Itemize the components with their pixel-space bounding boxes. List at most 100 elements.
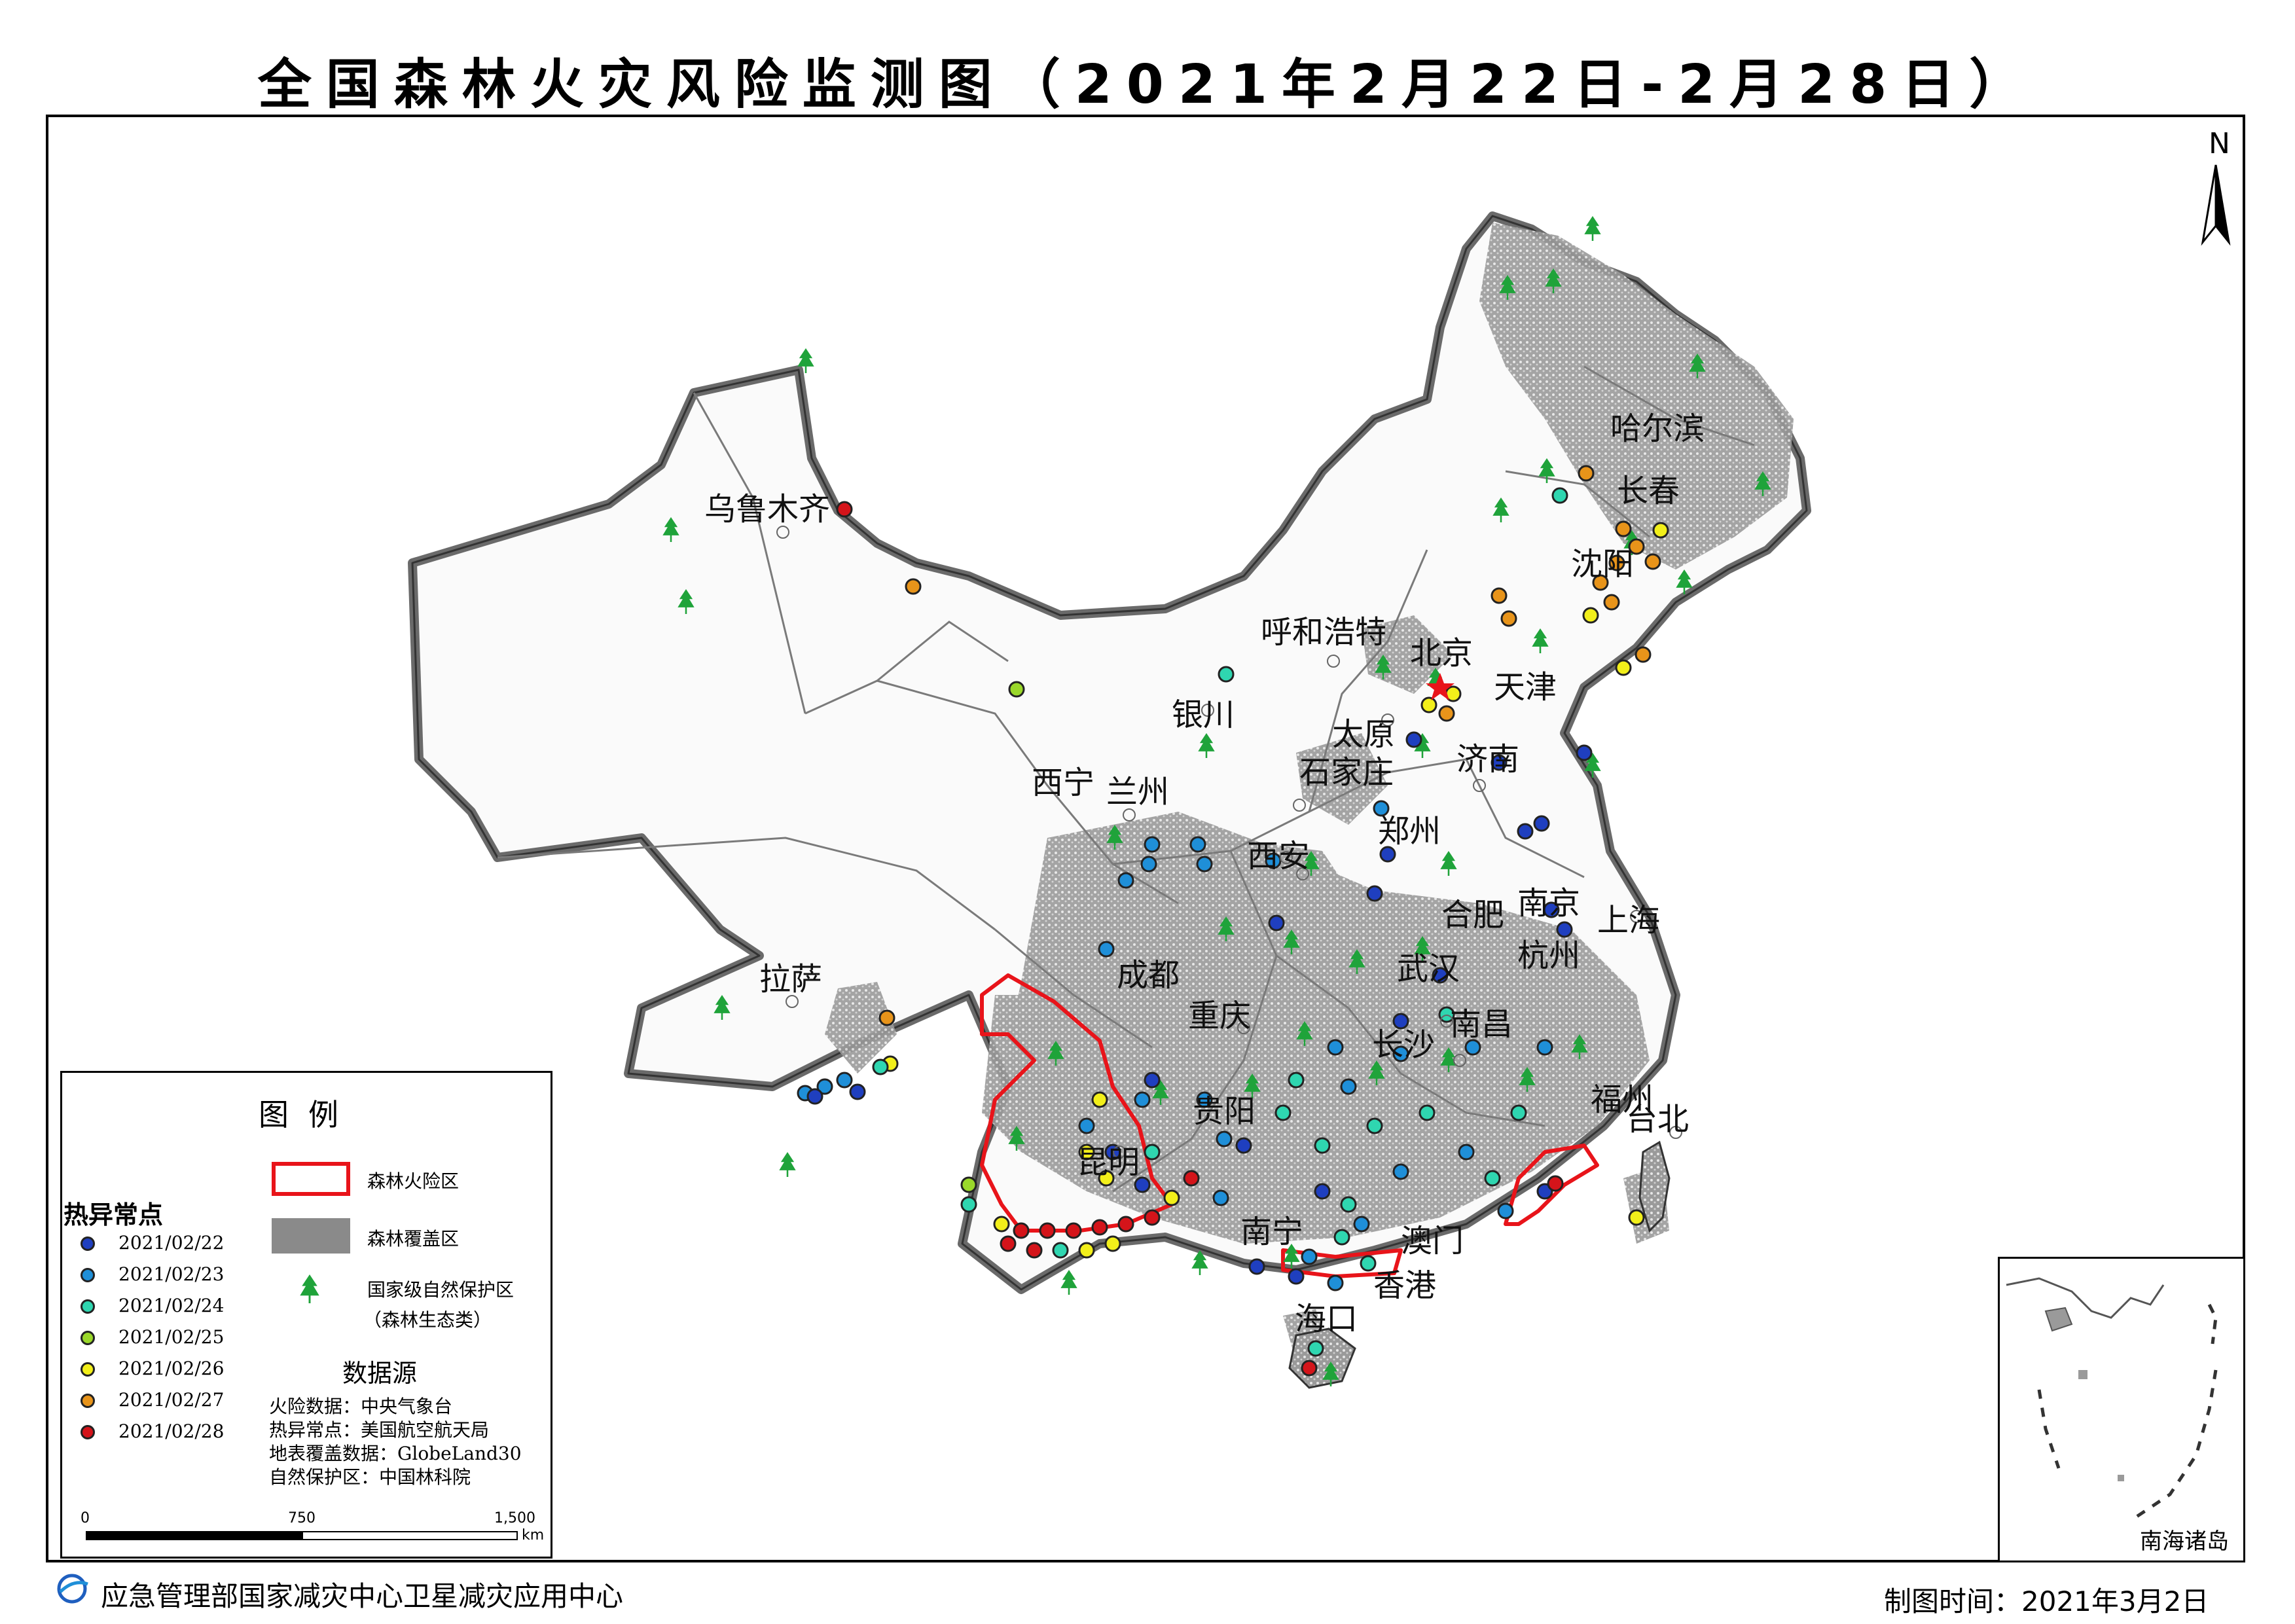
map-title: 全国森林火灾风险监测图（2021年2月22日-2月28日）: [257, 54, 2038, 116]
hotspot: [1013, 1222, 1030, 1239]
hotspot: [960, 1176, 977, 1193]
city-label-taiyuan: 太原: [1332, 716, 1396, 753]
city-label-shanghai: 上海: [1597, 902, 1661, 939]
city-label-jinan: 济南: [1456, 741, 1520, 778]
hotspot: [1288, 1268, 1305, 1285]
hotspot: [1438, 705, 1455, 722]
hotspot-dot-0225: [81, 1331, 95, 1345]
hotspots: [797, 465, 1669, 1377]
hotspot: [1652, 522, 1669, 539]
agency-name: 应急管理部国家减灾中心卫星减灾应用中心: [101, 1580, 624, 1612]
legend: 图例 热异常点 2021/02/22 2021/02/23 2021/02/24…: [60, 1071, 552, 1559]
hotspot: [1039, 1222, 1056, 1239]
hotspot: [1556, 921, 1573, 938]
legend-title: 图例: [259, 1097, 358, 1132]
hotspot: [1140, 856, 1157, 873]
hotspot: [1327, 1274, 1344, 1291]
hotspot: [1134, 1176, 1151, 1193]
hotspot: [1235, 1137, 1252, 1154]
hotspot: [1065, 1222, 1082, 1239]
hotspot: [1104, 1235, 1121, 1252]
hotspot: [1615, 520, 1632, 537]
inset-map: [2006, 1277, 2218, 1523]
hotspot: [1008, 681, 1025, 698]
hotspot: [1419, 1104, 1436, 1121]
city-label-hefei: 合肥: [1441, 897, 1505, 933]
hotspot: [1547, 1175, 1564, 1192]
hotspot: [1353, 1216, 1370, 1233]
city-label-chongqing: 重庆: [1188, 998, 1252, 1034]
city-label-nanjing: 南京: [1517, 885, 1581, 922]
city-label-haikou: 海口: [1295, 1301, 1358, 1337]
hotspot: [1517, 823, 1534, 840]
hotspot-date-0228: 2021/02/28: [118, 1420, 225, 1442]
city-label-wuhan: 武汉: [1397, 950, 1460, 987]
map-frame: [46, 115, 2245, 1562]
city-label-chengdu: 成都: [1117, 957, 1180, 994]
hotspot: [1603, 594, 1620, 611]
hotspot: [1216, 1130, 1233, 1147]
south-china-sea-inset: 南海诸岛: [1998, 1257, 2245, 1562]
hotspot: [1628, 1209, 1645, 1226]
north-arrow-icon: [2201, 164, 2231, 246]
scale-unit: km: [522, 1527, 545, 1543]
source-line-landcover: 地表覆盖数据：GlobeLand30: [269, 1443, 522, 1464]
reserve-label: 国家级自然保护区: [367, 1279, 515, 1301]
hotspot: [1392, 1013, 1409, 1030]
hotspot: [1144, 836, 1161, 853]
hotspot: [960, 1196, 977, 1213]
hotspot: [1314, 1183, 1331, 1200]
hotspot: [1274, 1104, 1292, 1121]
city-label-macau: 澳门: [1401, 1223, 1464, 1259]
city-label-shijiazhuang: 石家庄: [1299, 754, 1394, 791]
hotspot: [1497, 1202, 1514, 1219]
source-line-hotspot: 热异常点：美国航空航天局: [269, 1419, 490, 1441]
hotspot: [1078, 1144, 1095, 1161]
hotspot: [1360, 1255, 1377, 1272]
hotspot: [1420, 696, 1437, 713]
reserve-sublabel: （森林生态类）: [363, 1309, 492, 1331]
city-label-changsha: 长沙: [1372, 1026, 1436, 1063]
hotspot: [1134, 1091, 1151, 1108]
hotspot: [1091, 1219, 1108, 1236]
scale-bar-black: [86, 1531, 302, 1540]
city-label-beijing: 北京: [1410, 635, 1473, 672]
hotspot-dot-0227: [81, 1394, 95, 1408]
hotspot: [1366, 885, 1383, 902]
hotspot: [1510, 1104, 1527, 1121]
city-label-nanchang: 南昌: [1450, 1006, 1513, 1043]
hotspot: [1265, 852, 1282, 869]
hotspot: [1196, 856, 1213, 873]
city-label-xining: 西宁: [1032, 765, 1095, 801]
hotspot: [1373, 800, 1390, 817]
city-label-zhengzhou: 郑州: [1378, 813, 1441, 850]
hotspot: [1144, 1209, 1161, 1226]
fire-risk-label: 森林火险区: [367, 1170, 460, 1192]
hotspot: [1576, 744, 1593, 761]
fire-risk-swatch: [272, 1162, 350, 1196]
hotspot: [1543, 901, 1560, 918]
hotspot: [1212, 1189, 1229, 1206]
beijing-star: [1426, 673, 1455, 700]
hotspot: [1340, 1078, 1357, 1095]
hotspot: [878, 1009, 895, 1026]
hotspot: [1117, 872, 1134, 889]
hotspot: [836, 501, 853, 518]
scale-tick-0: 0: [81, 1510, 90, 1526]
source-line-fire: 火险数据：中央气象台: [269, 1396, 453, 1417]
reserve-tree-icon: [300, 1274, 319, 1303]
hotspot: [1644, 553, 1661, 570]
hotspot: [1635, 646, 1652, 663]
hotspot: [1026, 1242, 1043, 1259]
hotspot: [1327, 1039, 1344, 1056]
city-label-lhasa: 拉萨: [759, 961, 823, 998]
hotspot: [836, 1072, 853, 1089]
city-label-hangzhou: 杭州: [1517, 937, 1581, 974]
hotspot-dot-0223: [81, 1268, 95, 1282]
hotspot: [1301, 1360, 1318, 1377]
hotspot-date-0226: 2021/02/26: [118, 1358, 225, 1379]
hotspot: [1098, 1170, 1115, 1187]
hotspot: [1491, 587, 1508, 604]
hotspot-heading: 热异常点: [63, 1200, 164, 1229]
hotspot: [1405, 731, 1422, 748]
